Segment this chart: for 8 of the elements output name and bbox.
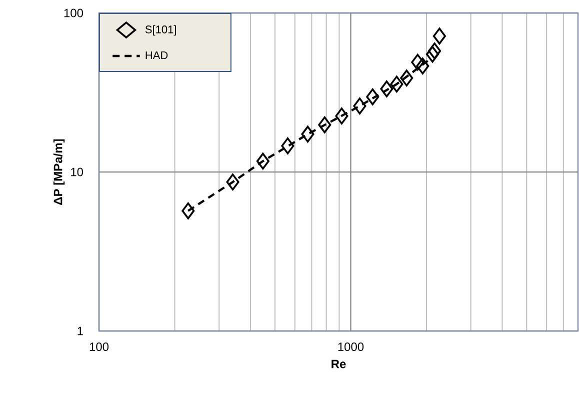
y-axis-title: ΔP [MPa/m] (53, 139, 65, 205)
legend-label: HAD (146, 51, 168, 60)
y-tick-label: 100 (64, 8, 84, 18)
x-tick-label: 1000 (338, 342, 364, 352)
y-tick-label: 1 (78, 326, 83, 336)
x-axis-title: Re (332, 360, 346, 368)
legend-label: S[101] (145, 25, 176, 36)
y-tick-label: 10 (71, 168, 84, 176)
